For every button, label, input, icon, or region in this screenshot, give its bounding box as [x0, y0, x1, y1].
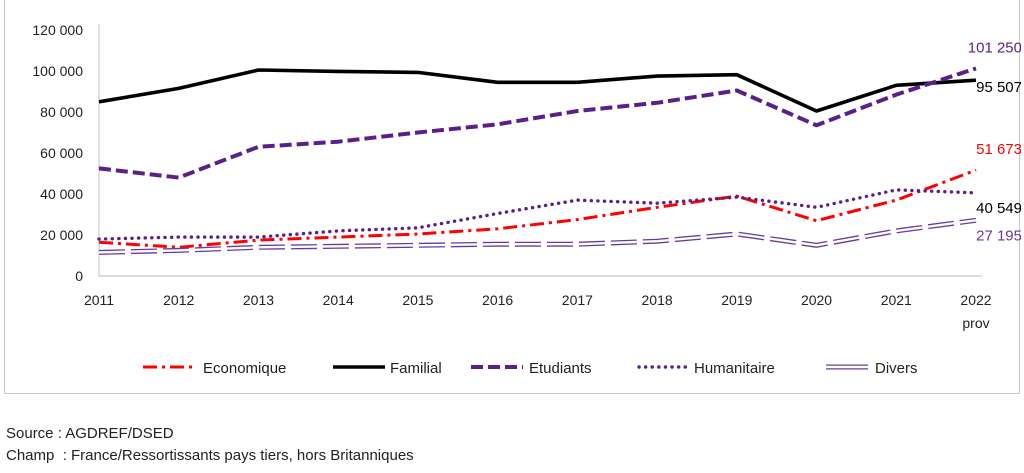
x-tick-label: 2020 [801, 292, 832, 308]
data-label-familial: 95 507 [976, 79, 1021, 96]
legend-label-etudiants: Etudiants [529, 360, 592, 377]
series-line-humanitaire [97, 188, 978, 241]
y-tick-label: 60 000 [40, 145, 83, 161]
y-tick-label: 80 000 [40, 104, 83, 120]
data-label-humanitaire: 40 549 [976, 200, 1021, 217]
x-tick-label: 2011 [84, 292, 114, 308]
legend-label-economique: Economique [203, 360, 286, 377]
legend-label-humanitaire: Humanitaire [694, 360, 775, 377]
x-tick-label: 2013 [243, 292, 274, 308]
series-line-economique [98, 168, 977, 249]
legend-label-divers: Divers [875, 360, 918, 377]
y-tick-label: 40 000 [40, 186, 83, 202]
x-tick-label: 2022 [960, 292, 991, 308]
y-tick-label: 100 000 [32, 63, 83, 79]
source-note: Source : AGDREF/DSED [6, 425, 174, 442]
data-label-economique: 51 673 [976, 141, 1021, 158]
series-line-divers-inner [98, 219, 977, 254]
series-line-etudiants [98, 66, 977, 180]
chart-frame: 0 20 000 40 000 60 000 80 000 100 000 120 000 2… [4, 0, 1021, 394]
x-tick-label: 2012 [163, 292, 194, 308]
x-tick-sublabel: prov [962, 315, 989, 331]
y-tick-label: 20 000 [40, 227, 83, 243]
x-tick-label: 2015 [402, 292, 433, 308]
x-tick-label: 2014 [323, 292, 354, 308]
legend-label-familial: Familial [390, 360, 442, 377]
x-tick-label: 2017 [562, 292, 593, 308]
y-tick-label: 120 000 [32, 22, 83, 38]
data-label-etudiants: 101 250 [968, 39, 1021, 56]
line-chart: 0 20 000 40 000 60 000 80 000 100 000 120 000 2… [32, 22, 1021, 377]
data-label-divers: 27 195 [976, 227, 1021, 244]
series-line-familial [98, 68, 977, 113]
x-tick-label: 2016 [482, 292, 513, 308]
y-tick-label: 0 [75, 268, 83, 284]
x-tick-label: 2018 [642, 292, 673, 308]
scope-note: Champ : France/Ressortissants pays tiers… [6, 447, 414, 464]
x-tick-label: 2019 [721, 292, 752, 308]
x-tick-label: 2021 [881, 292, 912, 308]
